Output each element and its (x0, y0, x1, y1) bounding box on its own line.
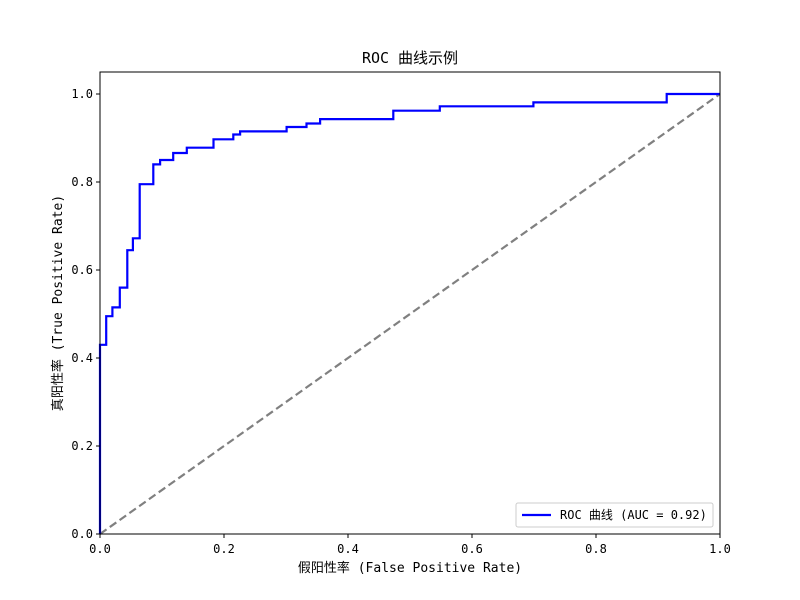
x-tick-label: 0.4 (337, 542, 359, 556)
x-tick-label: 0.6 (461, 542, 483, 556)
x-tick-label: 0.8 (585, 542, 607, 556)
roc-curve-line (98, 92, 720, 534)
y-tick-label: 0.6 (71, 263, 93, 277)
plot-area (98, 92, 721, 535)
x-tick-label: 1.0 (709, 542, 731, 556)
y-tick-label: 1.0 (71, 87, 93, 101)
legend-label: ROC 曲线 (AUC = 0.92) (560, 508, 707, 522)
legend-box (515, 502, 714, 528)
diagonal-reference-line (99, 93, 721, 535)
chart-title: ROC 曲线示例 (362, 49, 458, 67)
x-tick-label: 0.0 (89, 542, 111, 556)
x-tick-label: 0.2 (213, 542, 235, 556)
y-tick-label: 0.2 (71, 439, 93, 453)
plot-frame (99, 71, 721, 535)
y-axis-label: 真阳性率 (True Positive Rate) (50, 195, 66, 411)
y-tick-label: 0.0 (71, 527, 93, 541)
y-tick-label: 0.4 (71, 351, 93, 365)
legend: ROC 曲线 (AUC = 0.92) (515, 502, 714, 528)
x-axis-ticks: 0.0 0.2 0.4 0.6 0.8 1.0 (89, 534, 731, 556)
y-axis-ticks: 0.0 0.2 0.4 0.6 0.8 1.0 (71, 87, 100, 541)
x-axis-label: 假阳性率 (False Positive Rate) (298, 560, 522, 576)
y-tick-label: 0.8 (71, 175, 93, 189)
